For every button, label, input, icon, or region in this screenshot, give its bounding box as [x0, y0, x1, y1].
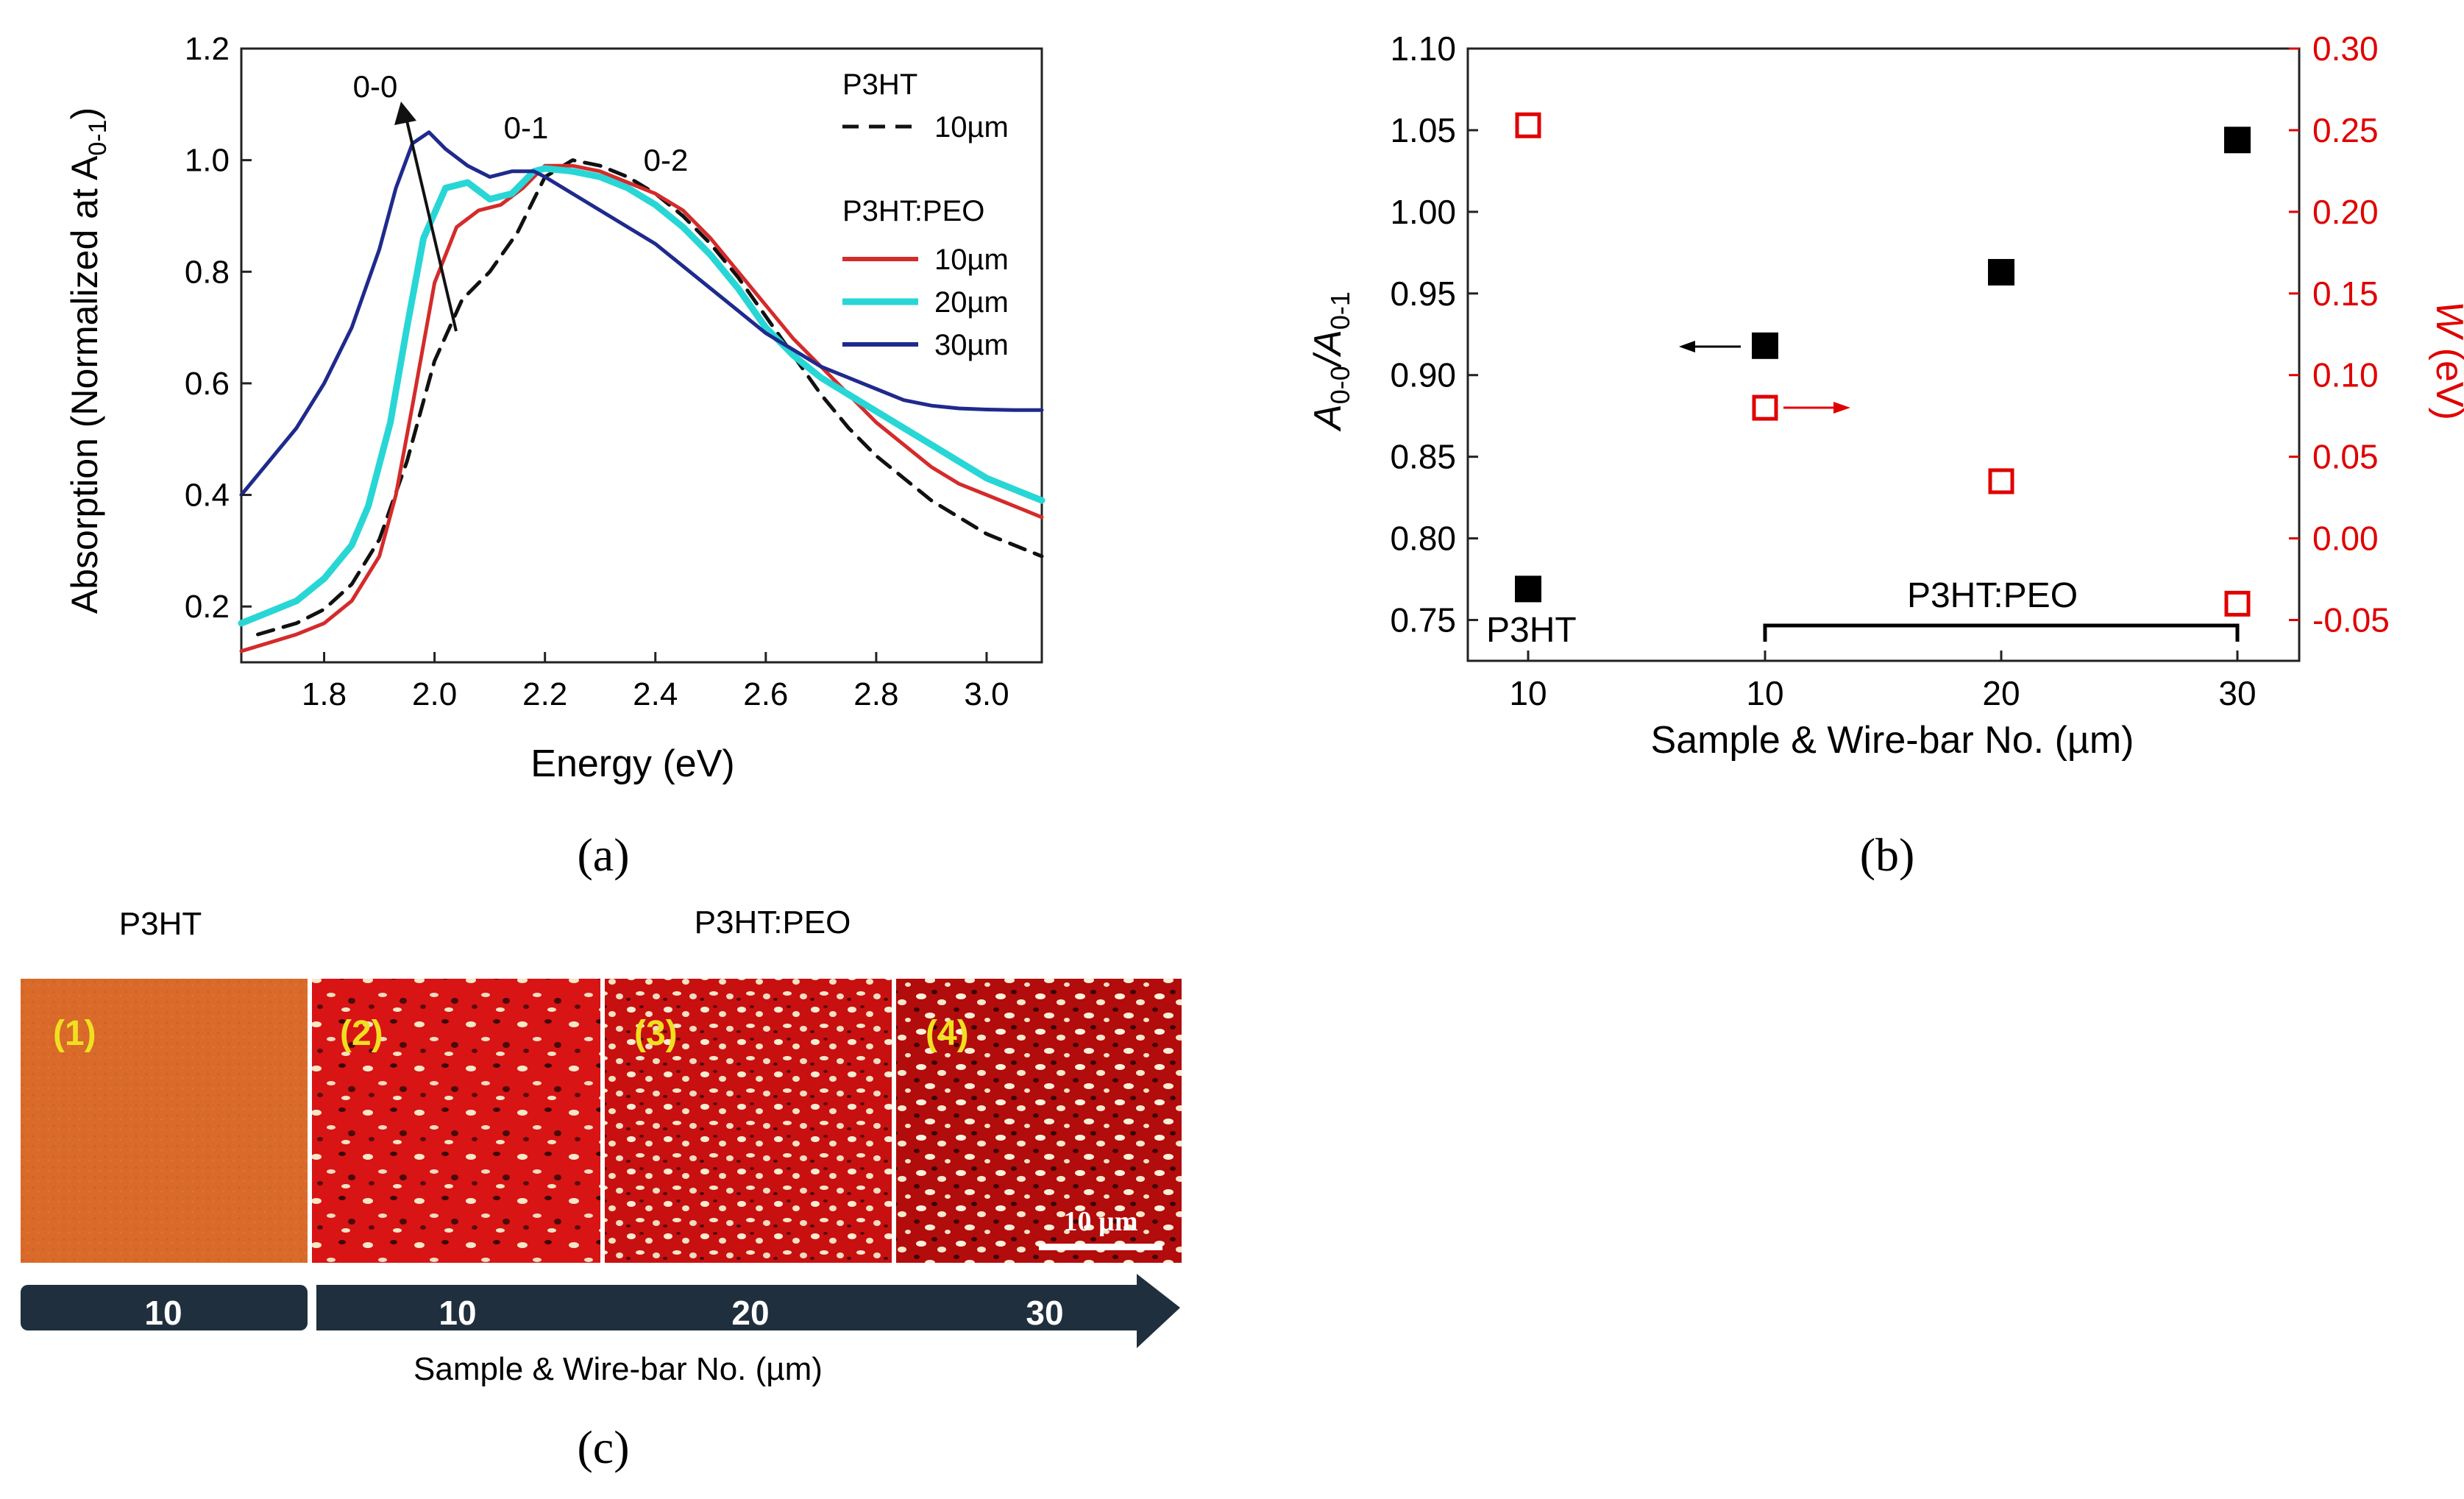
panel-label-c: (c)	[577, 1421, 629, 1473]
plot-a-frame	[240, 47, 1043, 664]
y-tick-label: 0.6	[185, 366, 230, 402]
scale-bar	[1039, 1244, 1162, 1250]
x-tick-label: 1.8	[302, 676, 347, 712]
x-axis-label-b: Sample & Wire-bar No. (µm)	[1651, 719, 2134, 762]
panel-b-scatter-chart: 0.75 0.80 0.85 0.90 0.95 1.00 1.05 1.10 -0.05 0.…	[1307, 29, 2464, 881]
annotation-0-2: 0-2	[644, 143, 689, 177]
right-y-tick-label: 0.00	[2312, 520, 2379, 558]
x-tick-label: 2.0	[412, 676, 457, 712]
right-axis-indicator-arrowhead	[1833, 402, 1850, 414]
y-tick-label: 0.2	[185, 589, 230, 625]
legend-label-peo-10: 10µm	[934, 244, 1009, 276]
panel-label-a: (a)	[577, 829, 629, 881]
series-line-peo-20um	[238, 165, 1045, 627]
ratio-point	[1988, 258, 2014, 286]
right-y-tick-label: 0.05	[2312, 438, 2379, 476]
sample-arrow-peo	[316, 1274, 1180, 1348]
right-y-tick-label: 0.20	[2312, 193, 2379, 231]
panel-a-absorption-chart: 1.8 2.0 2.2 2.4 2.6 2.8 3.0 0.2 0.4 0.6 0.8 1.0 1.2…	[64, 31, 1045, 881]
tile-label-3: (3)	[634, 1014, 678, 1053]
vibronic-shift-arrow	[405, 117, 458, 332]
tile-label-2: (2)	[340, 1014, 383, 1053]
left-y-tick-label: 0.85	[1390, 438, 1456, 476]
b-x-tick-label: 20	[1982, 674, 2020, 712]
group-label-peo: P3HT:PEO	[1907, 576, 2078, 615]
legend-label-p3ht-10: 10µm	[934, 111, 1009, 143]
b-x-tick-label: 10	[1509, 674, 1547, 712]
b-x-tick-label: 10	[1746, 674, 1783, 712]
y-tick-label: 1.2	[185, 31, 230, 67]
w-point	[1752, 394, 1778, 421]
legend-label-peo-30: 30µm	[934, 329, 1009, 361]
left-y-tick-label: 0.75	[1390, 601, 1456, 639]
sample-value-p3ht-10: 10	[144, 1294, 182, 1332]
y-axis-label-b-left: A0-0/A0-1	[1307, 291, 1355, 432]
micrograph-tile-4	[896, 979, 1182, 1263]
left-y-tick-label: 0.95	[1390, 274, 1456, 313]
y-tick-label: 0.4	[185, 478, 230, 514]
sample-value-peo-10: 10	[439, 1294, 476, 1332]
x-tick-label: 2.4	[633, 676, 678, 712]
series-line-peo-10um	[239, 163, 1044, 653]
w-point	[1515, 112, 1541, 138]
panel-c-morphology: P3HT P3HT:PEO (1) (2) (3) (4) 10 µm 10 1…	[21, 904, 1182, 1473]
annotation-0-1: 0-1	[504, 110, 549, 145]
x-tick-label: 2.6	[743, 676, 788, 712]
b-x-tick-label: 30	[2218, 674, 2256, 712]
plot-b-frame	[1466, 47, 2301, 662]
left-y-tick-label: 1.05	[1390, 111, 1456, 149]
sample-bar-p3ht	[21, 1285, 308, 1330]
legend-label-peo-20: 20µm	[934, 286, 1009, 319]
left-y-tick-label: 0.80	[1390, 520, 1456, 558]
legend-a: P3HT 10µm P3HT:PEO 10µm 20µm 30µm	[842, 68, 1009, 361]
ratio-point	[1515, 575, 1541, 603]
sample-value-peo-20: 20	[731, 1294, 769, 1332]
w-point	[2224, 590, 2251, 617]
x-axis-label-a: Energy (eV)	[530, 743, 734, 785]
annotation-0-0: 0-0	[353, 69, 398, 104]
micrograph-tile-1	[21, 979, 308, 1263]
right-y-tick-label: 0.30	[2312, 29, 2379, 68]
x-tick-label: 2.8	[853, 676, 898, 712]
ratio-point	[2224, 127, 2251, 154]
x-axis-label-c: Sample & Wire-bar No. (µm)	[413, 1351, 823, 1387]
panel-c-title-peo: P3HT:PEO	[695, 904, 851, 940]
y-axis-label-a: Absorption (Normalized at A0-1)	[64, 107, 112, 614]
group-label-p3ht: P3HT	[1486, 611, 1577, 650]
x-tick-label: 3.0	[964, 676, 1009, 712]
left-axis-indicator-arrowhead	[1679, 341, 1695, 352]
right-y-tick-label: 0.10	[2312, 356, 2379, 394]
y-axis-label-b-right: W (eV)	[2428, 301, 2464, 420]
y-tick-label: 0.8	[185, 254, 230, 290]
panel-label-b: (b)	[1860, 829, 1915, 881]
sample-value-peo-30: 30	[1026, 1294, 1063, 1332]
panel-c-title-p3ht: P3HT	[119, 906, 202, 942]
left-y-tick-label: 0.90	[1390, 356, 1456, 394]
peo-group-bracket	[1763, 623, 2240, 642]
legend-group-peo: P3HT:PEO	[842, 195, 984, 227]
micrograph-tile-2	[312, 979, 600, 1263]
series-line-peo-30um	[239, 130, 1044, 497]
y-tick-label: 1.0	[185, 143, 230, 179]
left-y-tick-label: 1.00	[1390, 193, 1456, 231]
vibronic-shift-arrowhead	[394, 102, 416, 125]
left-y-tick-label: 1.10	[1390, 29, 1456, 68]
w-point	[1988, 468, 2014, 495]
x-tick-label: 2.2	[522, 676, 567, 712]
right-y-tick-label: -0.05	[2312, 601, 2390, 639]
right-y-tick-label: 0.15	[2312, 274, 2379, 313]
right-y-tick-label: 0.25	[2312, 111, 2379, 149]
scale-bar-label: 10 µm	[1063, 1206, 1137, 1237]
tile-label-1: (1)	[53, 1014, 96, 1053]
ratio-point	[1752, 332, 1778, 359]
micrograph-tile-3	[605, 979, 892, 1263]
legend-group-p3ht: P3HT	[842, 68, 917, 101]
tile-label-4: (4)	[926, 1014, 969, 1053]
